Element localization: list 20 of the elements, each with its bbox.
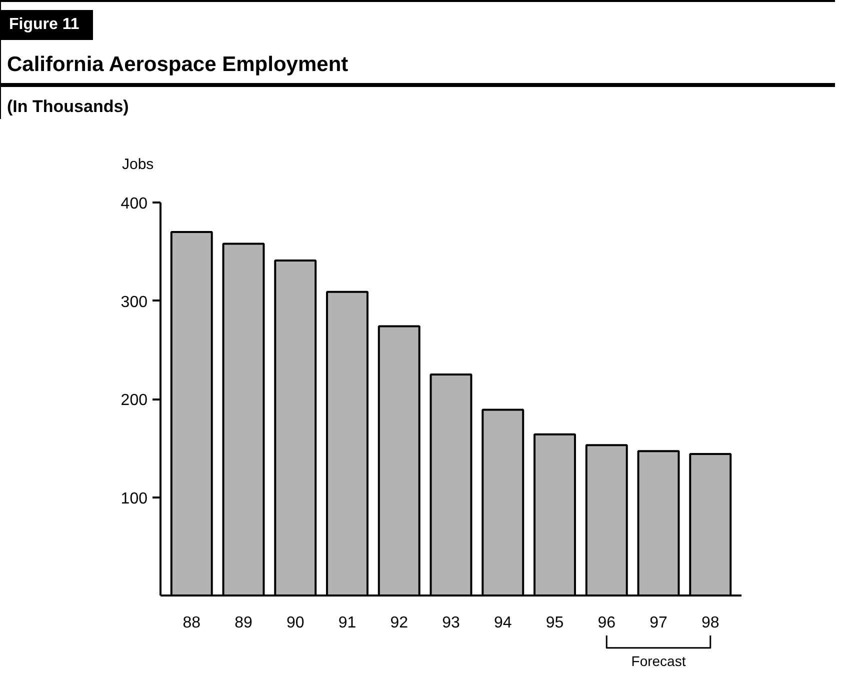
y-tick-label: 300 xyxy=(120,294,148,311)
y-tick-label: 100 xyxy=(120,490,148,508)
y-tick-label: 400 xyxy=(120,196,148,212)
chart-subtitle: (In Thousands) xyxy=(6,96,130,118)
x-tick-label: 98 xyxy=(701,614,720,632)
y-tick-label: 200 xyxy=(120,392,148,409)
x-tick-label: 96 xyxy=(598,614,616,632)
x-tick-label: 94 xyxy=(494,614,512,632)
x-tick-label: 95 xyxy=(546,614,564,632)
x-tick-label: 88 xyxy=(182,614,201,632)
x-tick-label: 93 xyxy=(442,614,460,632)
y-axis-title: Jobs xyxy=(121,155,154,175)
caption: Figure 11 xyxy=(1,10,94,40)
x-tick-label: 90 xyxy=(286,614,304,632)
x-tick-label: 97 xyxy=(650,614,668,632)
chart-title: California Aerospace Employment xyxy=(1,40,835,87)
x-tick-label: 89 xyxy=(234,614,252,632)
text: Forecast xyxy=(631,653,686,670)
x-tick-label: 92 xyxy=(390,614,408,632)
x-tick-label: 91 xyxy=(338,614,356,632)
